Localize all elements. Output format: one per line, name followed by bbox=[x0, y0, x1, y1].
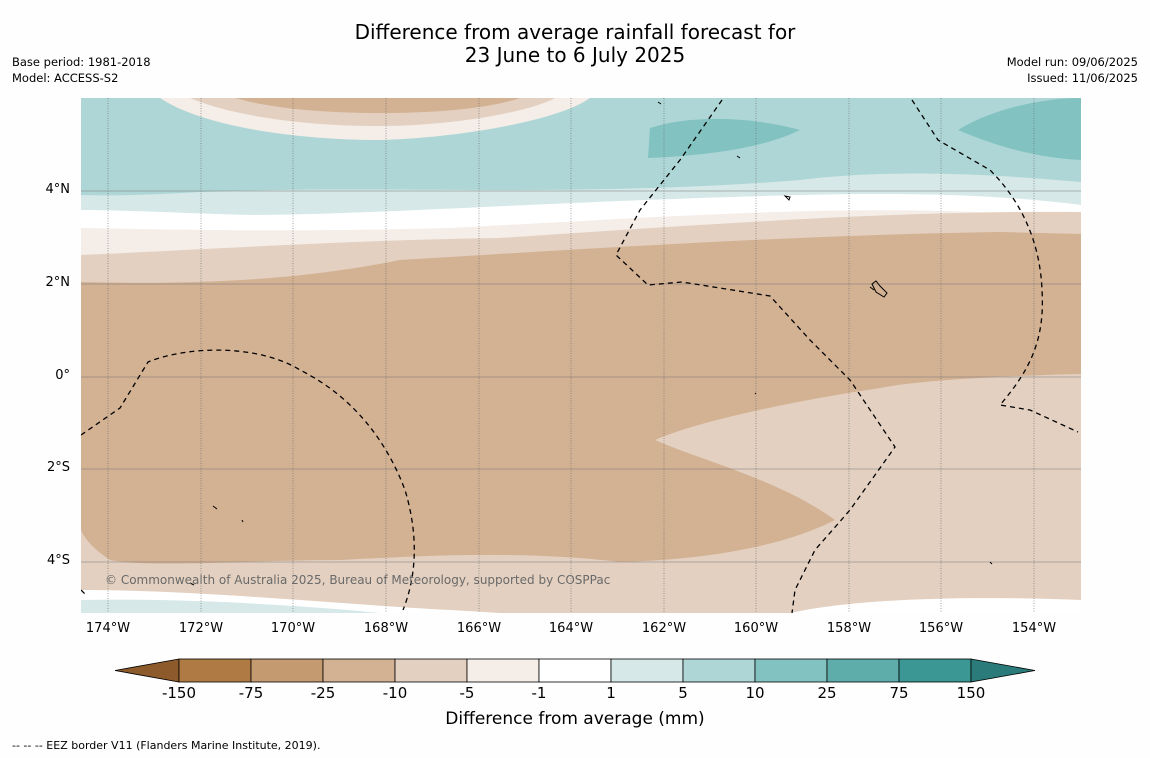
colorbar-tick-label: -75 bbox=[238, 684, 264, 702]
colorbar-swatch bbox=[610, 658, 684, 683]
field-band-white-bottom-right bbox=[790, 598, 1081, 613]
grid-lines bbox=[81, 190, 1081, 563]
colorbar-tick-label: 5 bbox=[678, 684, 688, 702]
colorbar-swatch bbox=[754, 658, 828, 683]
colorbar-tick-label: -10 bbox=[382, 684, 408, 702]
lon-label-160w: 160°W bbox=[733, 621, 779, 636]
lon-label-164w: 164°W bbox=[548, 621, 594, 636]
lat-label-2s: 2°S bbox=[46, 460, 70, 475]
field-band-midteal-top2 bbox=[958, 98, 1081, 160]
colorbar-title: Difference from average (mm) bbox=[445, 709, 705, 729]
lat-label-2n: 2°N bbox=[45, 275, 71, 290]
colorbar-swatch bbox=[178, 658, 252, 683]
eez-legend-note: -- -- -- EEZ border V11 (Flanders Marine… bbox=[12, 739, 321, 752]
colorbar-swatch bbox=[538, 658, 612, 683]
colorbar-swatch bbox=[466, 658, 540, 683]
colorbar-tick-label: 1 bbox=[606, 684, 616, 702]
colorbar bbox=[114, 658, 1036, 683]
eez-borders bbox=[81, 99, 1079, 613]
base-period-label: Base period: 1981-2018 bbox=[12, 55, 151, 69]
colorbar-tick-label: -25 bbox=[310, 684, 336, 702]
colorbar-swatch bbox=[394, 658, 468, 683]
issued-label: Issued: 11/06/2025 bbox=[1027, 71, 1138, 85]
colorbar-tick-label: 150 bbox=[956, 684, 986, 702]
lon-label-158w: 158°W bbox=[826, 621, 872, 636]
field-band-midteal-top1 bbox=[648, 118, 800, 158]
lon-label-162w: 162°W bbox=[641, 621, 687, 636]
colorbar-tick-label: 75 bbox=[889, 684, 909, 702]
colorbar-swatch bbox=[826, 658, 900, 683]
meta-right: Model run: 09/06/2025 Issued: 11/06/2025 bbox=[1007, 54, 1138, 86]
colorbar-tick-label: -150 bbox=[161, 684, 197, 702]
colorbar-extend-high bbox=[970, 658, 1036, 683]
colorbar-swatch bbox=[898, 658, 972, 683]
model-label: Model: ACCESS-S2 bbox=[12, 71, 119, 85]
meridian-lines bbox=[107, 98, 1035, 613]
colorbar-tick-label: 10 bbox=[745, 684, 765, 702]
model-run-label: Model run: 09/06/2025 bbox=[1006, 55, 1138, 69]
colorbar-swatch bbox=[250, 658, 324, 683]
colorbar-swatch bbox=[322, 658, 396, 683]
lon-label-168w: 168°W bbox=[363, 621, 409, 636]
colorbar-extend-low bbox=[114, 658, 180, 683]
field-band-brown-main bbox=[81, 232, 1081, 564]
islands bbox=[189, 101, 993, 586]
colorbar-swatch bbox=[682, 658, 756, 683]
lon-label-156w: 156°W bbox=[918, 621, 964, 636]
lon-label-166w: 166°W bbox=[456, 621, 502, 636]
field-band-brown-toplobe bbox=[235, 98, 520, 113]
field-band-lightteal-bottom bbox=[81, 599, 380, 613]
colorbar-tick-label: 25 bbox=[817, 684, 837, 702]
meta-left: Base period: 1981-2018 Model: ACCESS-S2 bbox=[12, 54, 151, 86]
lon-label-170w: 170°W bbox=[270, 621, 316, 636]
lon-label-172w: 172°W bbox=[178, 621, 224, 636]
lat-label-4n: 4°N bbox=[45, 182, 71, 197]
colorbar-tick-label: -5 bbox=[459, 684, 475, 702]
lon-label-154w: 154°W bbox=[1011, 621, 1057, 636]
colorbar-tick-label: -1 bbox=[531, 684, 547, 702]
lat-label-0: 0° bbox=[55, 368, 70, 383]
lat-label-4s: 4°S bbox=[46, 553, 70, 568]
field-band-teal-left bbox=[81, 110, 500, 190]
chart-title-line2: 23 June to 6 July 2025 bbox=[464, 43, 686, 67]
lon-label-174w: 174°W bbox=[85, 621, 131, 636]
chart-title-line1: Difference from average rainfall forecas… bbox=[354, 20, 796, 44]
copyright-text: © Commonwealth of Australia 2025, Bureau… bbox=[105, 573, 610, 587]
map-field: © Commonwealth of Australia 2025, Bureau… bbox=[81, 98, 1081, 613]
